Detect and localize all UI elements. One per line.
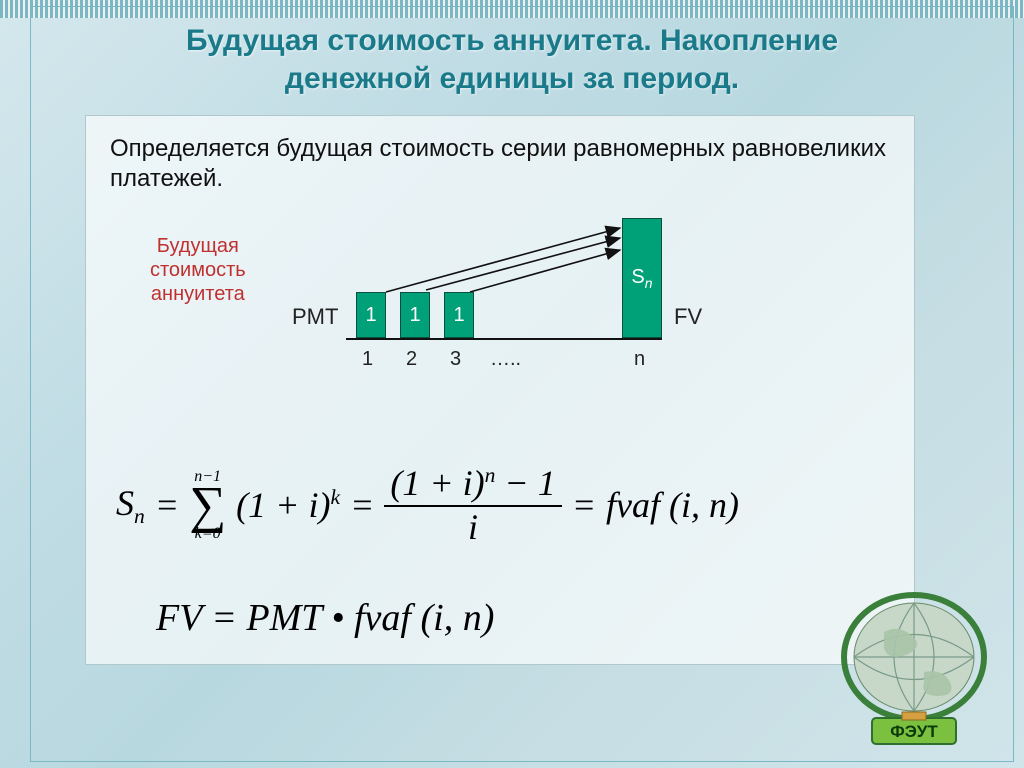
sigma-icon: n−1 ∑ k=0 bbox=[189, 469, 226, 543]
title-line1: Будущая стоимость аннуитета. Накопление bbox=[186, 24, 838, 57]
globe-icon: ФЭУТ bbox=[824, 582, 1004, 752]
title-line2: денежной единицы за период. bbox=[285, 62, 739, 95]
tick-3: 3 bbox=[450, 348, 461, 371]
page-title: Будущая стоимость аннуитета. Накопление … bbox=[0, 22, 1024, 97]
svg-text:ФЭУТ: ФЭУТ bbox=[890, 722, 938, 741]
bar-2: 1 bbox=[400, 292, 430, 338]
tick-2: 2 bbox=[406, 348, 417, 371]
time-axis bbox=[346, 338, 662, 340]
formula-fv: FV = PMT • fvaf (i, n) bbox=[156, 596, 494, 640]
annuity-diagram: Будущаястоимостьаннуитета PMT FV 1 1 1 S… bbox=[110, 198, 890, 398]
content-box: Определяется будущая стоимость серии рав… bbox=[85, 115, 915, 665]
tick-n: n bbox=[634, 348, 645, 371]
bar-1: 1 bbox=[356, 292, 386, 338]
header-band bbox=[0, 0, 1024, 18]
bar-sn: Sn bbox=[622, 218, 662, 338]
fraction: (1 + i)n − 1 i bbox=[384, 464, 561, 547]
logo-feut: ФЭУТ bbox=[824, 582, 1004, 752]
formula-sn: Sn = n−1 ∑ k=0 (1 + i)k = (1 + i)n − 1 i… bbox=[116, 464, 739, 547]
bar-3: 1 bbox=[444, 292, 474, 338]
tick-1: 1 bbox=[362, 348, 373, 371]
tick-dots: ….. bbox=[490, 348, 521, 371]
subtitle-text: Определяется будущая стоимость серии рав… bbox=[110, 134, 890, 194]
